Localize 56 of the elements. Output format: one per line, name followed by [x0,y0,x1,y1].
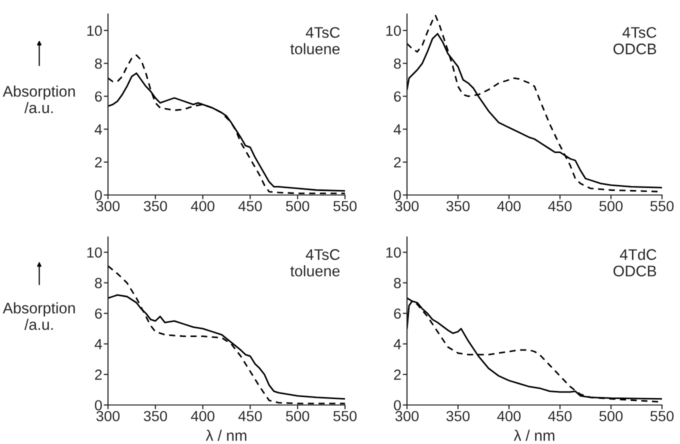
x-axis-title: λ / nm [206,430,246,441]
y-tick-label: 8 [394,278,401,288]
x-tick-label: 350 [446,200,470,212]
y-tick-label: 0 [394,190,401,200]
x-tick-label: 550 [650,200,674,212]
x-tick-label: 400 [190,200,214,212]
x-tick-label: 450 [238,410,262,422]
x-tick-label: 300 [96,200,120,212]
y-tick-label: 2 [394,370,401,380]
y-tick-label: 0 [394,400,401,410]
x-tick-label: 450 [548,200,572,212]
x-tick-label: 550 [333,200,357,212]
y-tick-label: 6 [394,308,401,319]
y-tick-label: 6 [95,308,102,319]
annotation: 4TsC toluene [290,249,340,276]
y-tick-label: 6 [95,91,102,102]
x-tick-label: 400 [190,410,214,422]
y-tick-label: 0 [94,190,102,200]
y-axis-title: Absorption /a.u. [2,302,75,330]
annotation: 4TsC toluene [290,27,340,54]
y-axis-title: Absorption /a.u. [2,86,75,114]
y-tick-label: 10 [87,247,102,258]
y-tick-label: 8 [94,58,102,69]
annotation: 4TsC ODCB [613,27,656,54]
x-tick-label: 400 [497,410,521,422]
y-tick-label: 8 [94,278,102,288]
y-tick-label: 4 [394,339,402,350]
x-tick-label: 550 [650,410,674,422]
x-tick-label: 500 [599,410,623,422]
x-tick-label: 300 [96,410,120,422]
y-tick-label: 4 [94,339,102,350]
x-axis-title: λ / nm [514,430,554,441]
x-tick-label: 450 [238,200,262,212]
x-tick-label: 500 [286,200,310,212]
y-tick-label: 2 [95,157,102,168]
x-tick-label: 500 [599,200,623,212]
y-tick-label: 2 [394,157,401,168]
x-tick-label: 500 [286,410,310,422]
x-tick-label: 400 [497,200,521,212]
x-tick-label: 550 [333,410,357,422]
y-tick-label: 0 [94,400,102,410]
y-tick-label: 10 [386,247,401,258]
y-tick-label: 2 [95,370,102,380]
x-tick-label: 350 [144,410,167,422]
x-tick-label: 350 [144,200,167,212]
y-tick-label: 10 [87,26,102,36]
x-tick-label: 300 [395,410,419,422]
x-tick-label: 350 [446,410,470,422]
x-tick-label: 300 [395,200,419,212]
annotation: 4TdC ODCB [613,248,656,276]
x-tick-label: 450 [548,410,572,422]
y-tick-label: 4 [394,124,402,134]
y-tick-label: 8 [394,58,401,69]
y-tick-label: 6 [394,91,401,102]
y-tick-label: 10 [386,26,401,36]
y-tick-label: 4 [94,124,102,134]
